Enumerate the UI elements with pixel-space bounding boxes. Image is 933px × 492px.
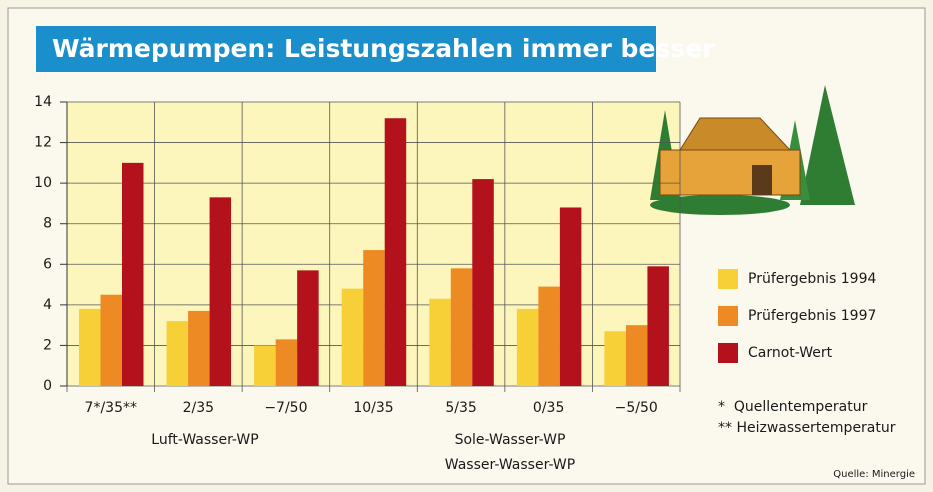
- legend-swatch: [718, 343, 738, 363]
- bar: [626, 325, 648, 386]
- bar: [451, 268, 473, 386]
- bar: [101, 295, 123, 386]
- source: Quelle: Minergie: [833, 469, 915, 480]
- y-tick-label: 8: [43, 216, 52, 232]
- bar: [604, 331, 626, 386]
- bar: [647, 266, 669, 386]
- x-tick-label: 10/35: [353, 400, 393, 416]
- bar: [560, 207, 582, 386]
- group-label: Luft-Wasser-WP: [151, 432, 258, 448]
- legend-swatch: [718, 306, 738, 326]
- y-tick-label: 10: [34, 175, 52, 191]
- legend-label: Carnot-Wert: [748, 345, 833, 361]
- x-tick-label: 2/35: [183, 400, 214, 416]
- bar: [122, 163, 144, 386]
- group-label: Wasser-Wasser-WP: [445, 457, 575, 473]
- bar: [472, 179, 494, 386]
- chart-title: Wärmepumpen: Leistungszahlen immer besse…: [52, 34, 715, 63]
- bar: [210, 197, 232, 386]
- footnote: ** Heizwassertemperatur: [718, 420, 896, 436]
- bar: [79, 309, 101, 386]
- x-tick-label: 5/35: [445, 400, 476, 416]
- legend-swatch: [718, 269, 738, 289]
- y-tick-label: 2: [43, 337, 52, 353]
- bar: [342, 289, 364, 386]
- bar: [254, 345, 276, 386]
- bar: [276, 339, 298, 386]
- bar: [363, 250, 385, 386]
- legend-label: Prüfergebnis 1994: [748, 271, 876, 287]
- legend-label: Prüfergebnis 1997: [748, 308, 876, 324]
- bar: [517, 309, 539, 386]
- x-tick-label: 7*/35**: [85, 400, 137, 416]
- footnote: * Quellentemperatur: [718, 399, 868, 415]
- y-tick-label: 12: [34, 135, 52, 151]
- bar: [188, 311, 210, 386]
- bar: [385, 118, 407, 386]
- x-tick-label: −5/50: [615, 400, 658, 416]
- x-tick-label: −7/50: [264, 400, 307, 416]
- y-tick-label: 6: [43, 256, 52, 272]
- x-tick-label: 0/35: [533, 400, 564, 416]
- bar: [297, 270, 319, 386]
- chart: Wärmepumpen: Leistungszahlen immer besse…: [0, 0, 933, 492]
- group-label: Sole-Wasser-WP: [455, 432, 566, 448]
- bar: [429, 299, 451, 386]
- y-tick-label: 4: [43, 297, 52, 313]
- bar: [538, 287, 560, 386]
- y-tick-label: 0: [43, 378, 52, 394]
- y-tick-label: 14: [34, 94, 52, 110]
- bar: [167, 321, 189, 386]
